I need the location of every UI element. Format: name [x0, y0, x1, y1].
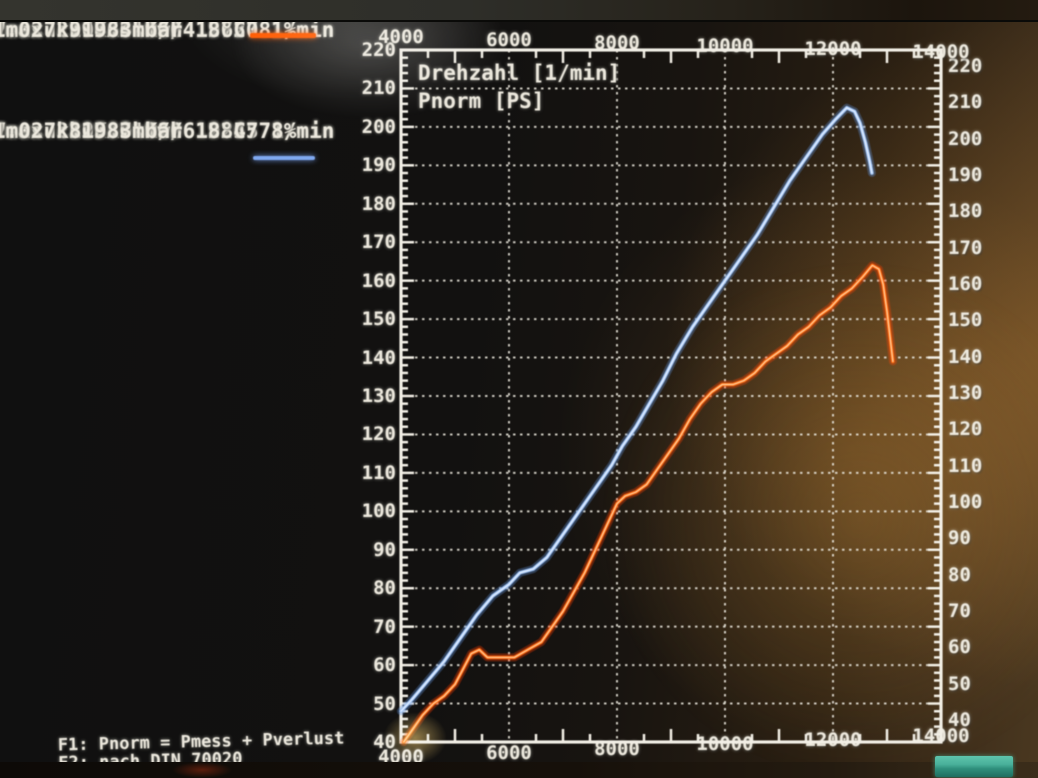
y-tick-label: 110: [361, 461, 396, 484]
y-tick-label: 200: [361, 115, 396, 138]
y-tick-label: 140: [361, 346, 396, 369]
y-tick-label: 170: [948, 236, 983, 259]
y-tick-label: 80: [373, 577, 396, 600]
y-tick-label: 220: [361, 39, 396, 61]
x-tick-label: 10000: [696, 733, 754, 756]
dyno-curve: [401, 263, 895, 744]
monitor-bezel-top: [0, 0, 1038, 22]
y-axis-title: Pnorm [PS]: [418, 89, 545, 113]
dyno-chart: Drehzahl [1/min] Pnorm [PS]: [397, 48, 943, 746]
y-tick-label: 130: [361, 385, 396, 407]
y-tick-label: 150: [948, 309, 983, 332]
y-tick-label: 80: [948, 563, 971, 586]
x-tick-label: 12000: [804, 729, 862, 752]
dyno-curve: [400, 107, 873, 712]
x-tick-label: 6000: [486, 29, 532, 51]
y-tick-label: 130: [948, 381, 983, 404]
y-tick-label: 180: [361, 192, 396, 215]
teal-sticker: [935, 756, 1013, 777]
y-tick-label: 210: [361, 77, 396, 100]
x-tick-label: 6000: [486, 741, 532, 764]
y-tick-label: 50: [373, 692, 396, 715]
y-tick-label: 100: [948, 490, 983, 513]
y-tick-label: 160: [948, 272, 983, 295]
legend-line-blue-icon: [253, 156, 315, 160]
legend-line-orange-icon: [250, 33, 316, 38]
y-tick-label: 50: [948, 672, 971, 695]
bezel-reflection: [172, 762, 232, 778]
y-tick-label: 70: [373, 615, 396, 638]
y-tick-label: 120: [948, 418, 983, 441]
y-tick-label: 220: [948, 55, 983, 77]
y-tick-label: 190: [361, 154, 396, 177]
y-tick-label: 110: [948, 454, 983, 477]
monitor-bezel-bottom: [0, 756, 1038, 778]
y-tick-label: 90: [948, 527, 971, 550]
x-tick-label: 4000: [378, 26, 424, 48]
y-tick-label: 90: [373, 538, 396, 561]
y-tick-label: 60: [948, 636, 971, 659]
y-tick-label: 190: [948, 163, 983, 186]
y-tick-label: 180: [948, 200, 983, 223]
y-tick-label: 40: [948, 708, 971, 731]
dyno-curve: [399, 261, 897, 746]
y-tick-label: 200: [948, 127, 983, 150]
chart-canvas: [397, 48, 943, 746]
y-tick-label: 160: [361, 269, 396, 292]
dyno-curve: [399, 105, 874, 713]
dyno-curve: [403, 264, 894, 743]
y-tick-label: 210: [948, 91, 983, 114]
y-tick-label: 120: [361, 423, 396, 446]
y-tick-label: 170: [361, 231, 396, 254]
y-tick-label: 70: [948, 599, 971, 622]
y-tick-label: 150: [361, 308, 396, 331]
y-tick-label: 140: [948, 345, 983, 368]
y-tick-label: 100: [361, 500, 396, 523]
y-tick-label: 60: [373, 654, 396, 677]
x-axis-title: Drehzahl [1/min]: [418, 61, 621, 85]
